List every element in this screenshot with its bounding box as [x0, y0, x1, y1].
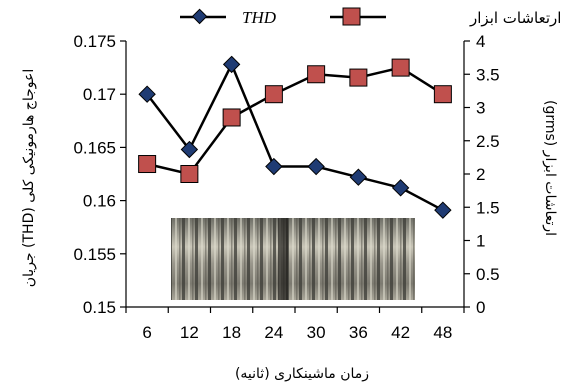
x-tick-label: 12: [180, 323, 199, 342]
x-tick-label: 48: [433, 323, 452, 342]
data-point-thd: [138, 85, 156, 103]
series-line-thd: [146, 61, 444, 212]
data-point-vibration: [264, 85, 283, 104]
right-tick-label: 2.5: [476, 132, 500, 151]
right-tick-label: 2: [476, 165, 485, 184]
data-point-vibration: [222, 108, 241, 127]
data-point-vibration: [138, 155, 157, 174]
right-tick-label: 4: [476, 32, 485, 51]
left-axis-ticks: 0.15 0.155 0.16 0.165 0.17 0.175: [73, 32, 126, 317]
data-point-vibration: [307, 65, 326, 84]
surface-photo: [171, 218, 415, 300]
data-point-thd: [265, 157, 283, 176]
data-point-vibration: [180, 165, 199, 183]
legend: THD ارتعاشات ابزار: [180, 7, 561, 27]
legend-thd-marker: [191, 8, 208, 25]
right-axis-ticks: 0 0.5 1 1.5 2 2.5 3 3.5 4: [464, 32, 500, 317]
data-point-thd: [349, 168, 368, 186]
legend-vibration-label: ارتعاشات ابزار: [469, 9, 561, 27]
x-tick-label: 6: [142, 323, 151, 342]
left-tick-label: 0.155: [73, 245, 116, 264]
data-point-thd: [307, 157, 325, 176]
x-axis-ticks: 6 12 18 24 30 36 42 48: [125, 307, 465, 342]
legend-thd-label: THD: [242, 8, 277, 27]
left-tick-label: 0.15: [83, 298, 116, 317]
left-tick-label: 0.17: [83, 85, 116, 104]
data-point-thd: [434, 201, 452, 219]
data-point-vibration: [349, 68, 368, 87]
data-point-vibration: [433, 85, 452, 104]
x-tick-label: 30: [307, 323, 326, 342]
x-axis-title: زمان ماشینکاری (ثانیه): [235, 366, 369, 382]
data-point-thd: [391, 179, 410, 197]
legend-vibration-marker: [342, 7, 361, 26]
data-point-vibration: [391, 58, 410, 77]
left-tick-label: 0.165: [73, 138, 116, 157]
x-tick-label: 24: [264, 323, 283, 342]
right-tick-label: 3: [476, 99, 485, 118]
left-tick-label: 0.16: [83, 192, 116, 211]
series-line-vibration: [146, 66, 444, 176]
data-point-thd: [180, 140, 199, 159]
right-tick-label: 1: [476, 232, 485, 251]
right-axis-title: ارتعاشات ابزار (grms): [542, 100, 558, 236]
right-tick-label: 1.5: [476, 198, 500, 217]
left-tick-label: 0.175: [73, 32, 116, 51]
data-point-thd: [222, 55, 241, 74]
x-tick-label: 36: [349, 323, 368, 342]
left-axis-title: اعوجاج هارمونیکی کلی (THD) جریان: [21, 69, 37, 287]
x-tick-label: 42: [391, 323, 410, 342]
series-layer: [138, 55, 452, 219]
right-tick-label: 3.5: [476, 65, 500, 84]
right-tick-label: 0: [476, 298, 485, 317]
right-tick-label: 0.5: [476, 265, 500, 284]
x-tick-label: 18: [222, 323, 241, 342]
